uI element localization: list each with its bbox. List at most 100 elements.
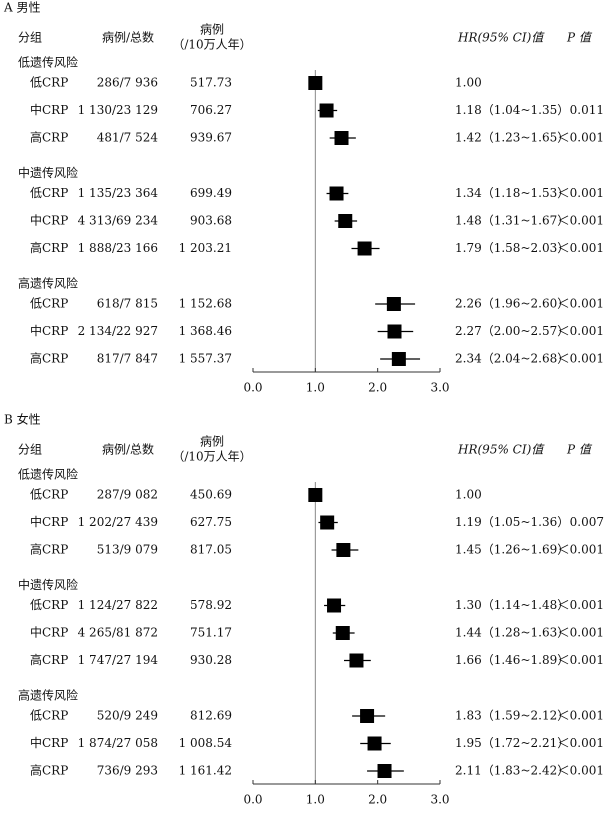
p-value: ＜0.001: [558, 297, 604, 311]
x-tick-label: 0.0: [243, 793, 262, 807]
rate: 1 152.68: [179, 297, 232, 311]
rate: 812.69: [190, 709, 232, 723]
x-tick-label: 1.0: [306, 381, 325, 395]
hr-box: [360, 709, 375, 723]
p-value: ＜0.001: [558, 736, 604, 750]
x-tick-label: 0.0: [243, 381, 262, 395]
hr-box: [338, 214, 353, 228]
header-rate: 病例: [200, 434, 224, 449]
group-label: 高遗传风险: [18, 688, 78, 703]
hr-box: [319, 103, 334, 118]
cases: 286/7 936: [97, 76, 158, 90]
hr-box: [335, 626, 350, 640]
rate: 930.28: [190, 653, 232, 667]
row-label: 低CRP: [30, 76, 68, 90]
header-cases: 病例/总数: [102, 442, 154, 457]
header-cases: 病例/总数: [102, 30, 154, 45]
row-label: 中CRP: [30, 514, 68, 529]
hr-box: [349, 653, 364, 668]
x-tick-label: 3.0: [430, 793, 449, 807]
cases: 736/9 293: [97, 764, 158, 778]
rate: 627.75: [190, 515, 232, 529]
p-value: ＜0.001: [558, 352, 604, 366]
hr-label: 1.66（1.46~1.89）: [455, 653, 569, 667]
hr-label: 2.26（1.96~2.60）: [455, 297, 569, 311]
rate: 1 368.46: [179, 324, 232, 338]
hr-label: 1.45（1.26~1.69）: [455, 543, 569, 557]
x-tick-label: 2.0: [368, 793, 387, 807]
row-label: 低CRP: [30, 297, 68, 311]
cases: 1 202/27 439: [78, 515, 158, 529]
row-label: 高CRP: [30, 130, 68, 145]
rate: 939.67: [190, 131, 232, 145]
rate: 1 203.21: [179, 241, 232, 255]
row-label: 中CRP: [30, 625, 68, 640]
hr-box: [387, 324, 402, 339]
panel-title: A 男性: [3, 1, 40, 15]
header-rate-unit: （/10万人年）: [172, 450, 251, 464]
hr-label: 1.44（1.28~1.63）: [455, 626, 569, 640]
p-value: ＜0.001: [558, 626, 604, 640]
hr-label: 1.48（1.31~1.67）: [455, 214, 569, 228]
row-label: 中CRP: [30, 102, 68, 117]
rate: 450.69: [190, 488, 232, 502]
hr-label: 1.83（1.59~2.12）: [455, 709, 569, 723]
group-label: 低遗传风险: [18, 467, 78, 482]
header-hr: HR(95% CI)值: [457, 443, 545, 457]
rate: 1 557.37: [179, 352, 232, 366]
row-label: 高CRP: [30, 652, 68, 667]
rate: 578.92: [190, 598, 232, 612]
hr-label: 1.00: [455, 76, 482, 90]
hr-label: 2.34（2.04~2.68）: [455, 352, 569, 366]
rate: 903.68: [190, 214, 232, 228]
header-p: P 值: [566, 443, 593, 457]
header-hr: HR(95% CI)值: [457, 31, 545, 45]
row-label: 低CRP: [30, 488, 68, 502]
header-rate-unit: （/10万人年）: [172, 38, 251, 52]
cases: 817/7 847: [97, 352, 158, 366]
cases: 1 747/27 194: [78, 653, 159, 667]
cases: 1 130/23 129: [78, 103, 158, 117]
x-tick-label: 1.0: [306, 793, 325, 807]
row-label: 高CRP: [30, 542, 68, 557]
header-p: P 值: [566, 31, 593, 45]
hr-box: [308, 76, 323, 90]
rate: 706.27: [190, 103, 232, 117]
x-tick-label: 2.0: [368, 381, 387, 395]
p-value: ＜0.001: [558, 241, 604, 255]
rate: 517.73: [190, 76, 232, 90]
row-label: 中CRP: [30, 213, 68, 228]
hr-label: 2.11（1.83~2.42）: [455, 764, 569, 778]
row-label: 高CRP: [30, 240, 68, 255]
cases: 4 313/69 234: [78, 214, 159, 228]
group-label: 低遗传风险: [18, 55, 78, 70]
header-group: 分组: [18, 31, 42, 45]
cases: 1 888/23 166: [78, 241, 158, 255]
row-label: 低CRP: [30, 598, 68, 612]
p-value: ＜0.001: [558, 653, 604, 667]
hr-box: [327, 598, 342, 613]
p-value: ＜0.001: [558, 214, 604, 228]
hr-label: 1.18（1.04~1.35）: [455, 103, 569, 117]
group-label: 中遗传风险: [18, 165, 78, 180]
cases: 2 134/22 927: [78, 324, 158, 338]
p-value: ＜0.001: [558, 543, 604, 557]
row-label: 高CRP: [30, 351, 68, 366]
header-rate: 病例: [200, 22, 224, 37]
hr-box: [334, 131, 349, 145]
row-label: 低CRP: [30, 186, 68, 200]
hr-label: 1.79（1.58~2.03）: [455, 241, 569, 255]
hr-box: [336, 543, 351, 557]
p-value: ＜0.001: [558, 186, 604, 200]
row-label: 中CRP: [30, 735, 68, 750]
hr-box: [367, 736, 382, 751]
hr-label: 1.30（1.14~1.48）: [455, 598, 569, 612]
p-value: 0.007: [570, 515, 604, 529]
rate: 751.17: [190, 626, 232, 640]
rate: 1 161.42: [179, 764, 232, 778]
hr-box: [357, 241, 372, 256]
panel-title: B 女性: [4, 412, 41, 427]
cases: 520/9 249: [97, 709, 158, 723]
hr-label: 1.95（1.72~2.21）: [455, 736, 569, 750]
